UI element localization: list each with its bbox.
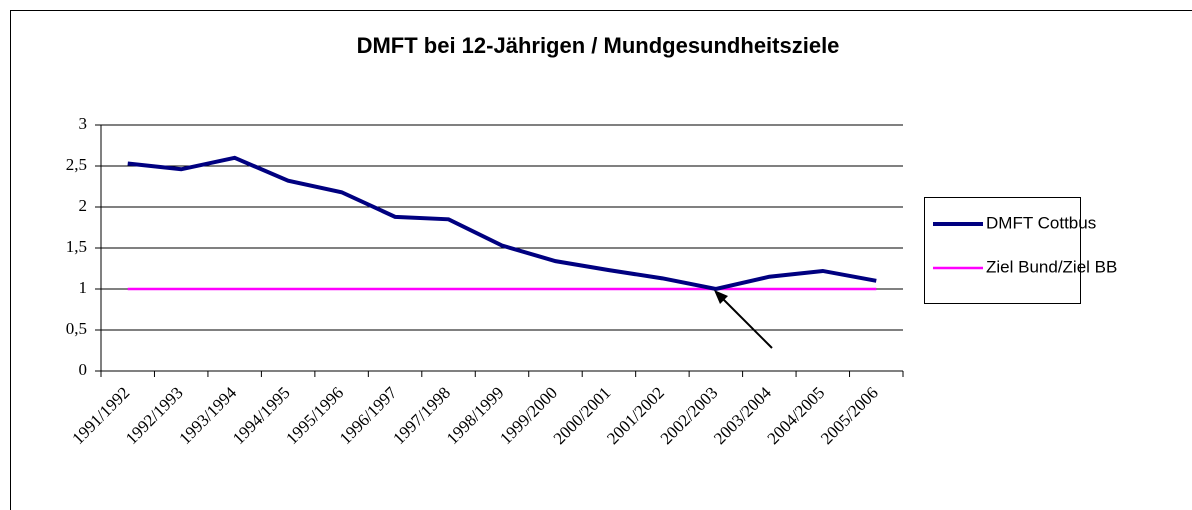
y-tick-label: 0,5: [66, 319, 87, 338]
legend-label: DMFT Cottbus: [986, 213, 1096, 232]
y-tick-label: 1: [79, 278, 88, 297]
legend-label: Ziel Bund/Ziel BB: [986, 257, 1117, 276]
y-tick-label: 2: [79, 196, 88, 215]
y-tick-label: 1,5: [66, 237, 87, 256]
chart-title: DMFT bei 12-Jährigen / Mundgesundheitszi…: [357, 33, 840, 58]
y-tick-label: 0: [79, 360, 88, 379]
y-tick-label: 2,5: [66, 155, 87, 174]
y-tick-label: 3: [79, 114, 88, 133]
series-line: [127, 155, 877, 292]
arrow-annotation: [714, 290, 773, 349]
legend-box: [924, 197, 1081, 304]
